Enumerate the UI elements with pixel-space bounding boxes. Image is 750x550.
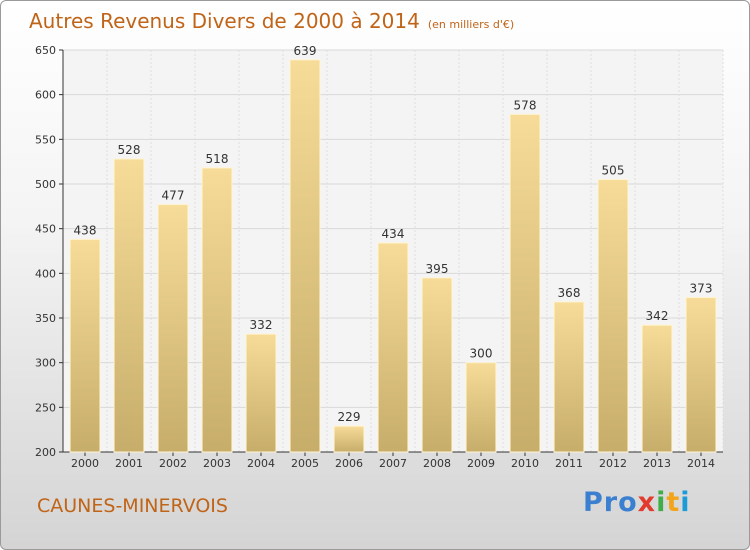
bar-2011 xyxy=(553,301,585,453)
y-tick-label: 450 xyxy=(35,223,56,236)
bar-2009 xyxy=(465,362,497,453)
data-label-2011: 368 xyxy=(558,286,581,300)
x-tick-label: 2011 xyxy=(555,457,583,470)
logo-part-3: i xyxy=(656,487,667,518)
x-tick-label: 2001 xyxy=(115,457,143,470)
x-tick-label: 2002 xyxy=(159,457,187,470)
x-tick-label: 2014 xyxy=(687,457,715,470)
x-tick-label: 2000 xyxy=(71,457,99,470)
x-tick-label: 2013 xyxy=(643,457,671,470)
x-tick-label: 2003 xyxy=(203,457,231,470)
bar-2002 xyxy=(157,204,189,453)
chart-title-text: Autres Revenus Divers de 2000 à 2014 xyxy=(29,9,420,33)
data-labels: 438 528 477 518 332 639 229 434 395 300 578 368 505 3… xyxy=(74,44,713,424)
bar-2013 xyxy=(641,324,673,453)
axes: 200 250 300 350 400 450 500 550 600 650 2000 2001 20… xyxy=(35,44,723,470)
logo-part-5: i xyxy=(680,487,691,518)
bar-2007 xyxy=(377,242,409,453)
x-tick-label: 2005 xyxy=(291,457,319,470)
data-label-2010: 578 xyxy=(514,98,537,112)
data-label-2008: 395 xyxy=(426,262,449,276)
bars xyxy=(69,59,717,453)
data-label-2000: 438 xyxy=(74,223,97,237)
x-tick-label: 2008 xyxy=(423,457,451,470)
bar-2003 xyxy=(201,167,233,453)
bar-2000 xyxy=(69,238,101,453)
bar-2010 xyxy=(509,113,541,453)
data-label-2013: 342 xyxy=(646,309,669,323)
chart-title: Autres Revenus Divers de 2000 à 2014 (en … xyxy=(29,9,514,33)
x-tick-label: 2012 xyxy=(599,457,627,470)
data-label-2012: 505 xyxy=(602,164,625,178)
y-tick-label: 650 xyxy=(35,44,56,57)
bar-2008 xyxy=(421,277,453,453)
bar-2001 xyxy=(113,158,145,453)
data-label-2009: 300 xyxy=(470,347,493,361)
y-tick-label: 200 xyxy=(35,446,56,459)
proxiti-logo[interactable]: Proxiti xyxy=(583,487,691,518)
data-label-2005: 639 xyxy=(294,44,317,58)
y-tick-label: 400 xyxy=(35,267,56,280)
x-tick-label: 2006 xyxy=(335,457,363,470)
logo-part-4: t xyxy=(666,487,681,518)
bar-2006 xyxy=(333,425,365,453)
town-name: CAUNES-MINERVOIS xyxy=(37,495,228,517)
data-label-2006: 229 xyxy=(338,410,361,424)
data-label-2014: 373 xyxy=(690,281,713,295)
data-label-2004: 332 xyxy=(250,318,273,332)
logo-part-1: Pro xyxy=(583,487,638,518)
y-tick-label: 350 xyxy=(35,312,56,325)
x-tick-label: 2009 xyxy=(467,457,495,470)
x-tick-label: 2007 xyxy=(379,457,407,470)
data-label-2007: 434 xyxy=(382,227,405,241)
y-tick-label: 500 xyxy=(35,178,56,191)
chart-subtitle: (en milliers d'€) xyxy=(427,18,515,31)
x-tick-label: 2004 xyxy=(247,457,275,470)
x-tick-label: 2010 xyxy=(511,457,539,470)
data-label-2003: 518 xyxy=(206,152,229,166)
bar-2012 xyxy=(597,179,629,453)
bar-2004 xyxy=(245,333,277,453)
data-label-2001: 528 xyxy=(118,143,141,157)
bar-2005 xyxy=(289,59,321,453)
data-label-2002: 477 xyxy=(162,189,185,203)
y-tick-label: 250 xyxy=(35,401,56,414)
y-tick-label: 550 xyxy=(35,133,56,146)
logo-part-2: x xyxy=(637,487,657,518)
y-tick-label: 600 xyxy=(35,89,56,102)
bar-2014 xyxy=(685,296,717,453)
y-tick-label: 300 xyxy=(35,357,56,370)
